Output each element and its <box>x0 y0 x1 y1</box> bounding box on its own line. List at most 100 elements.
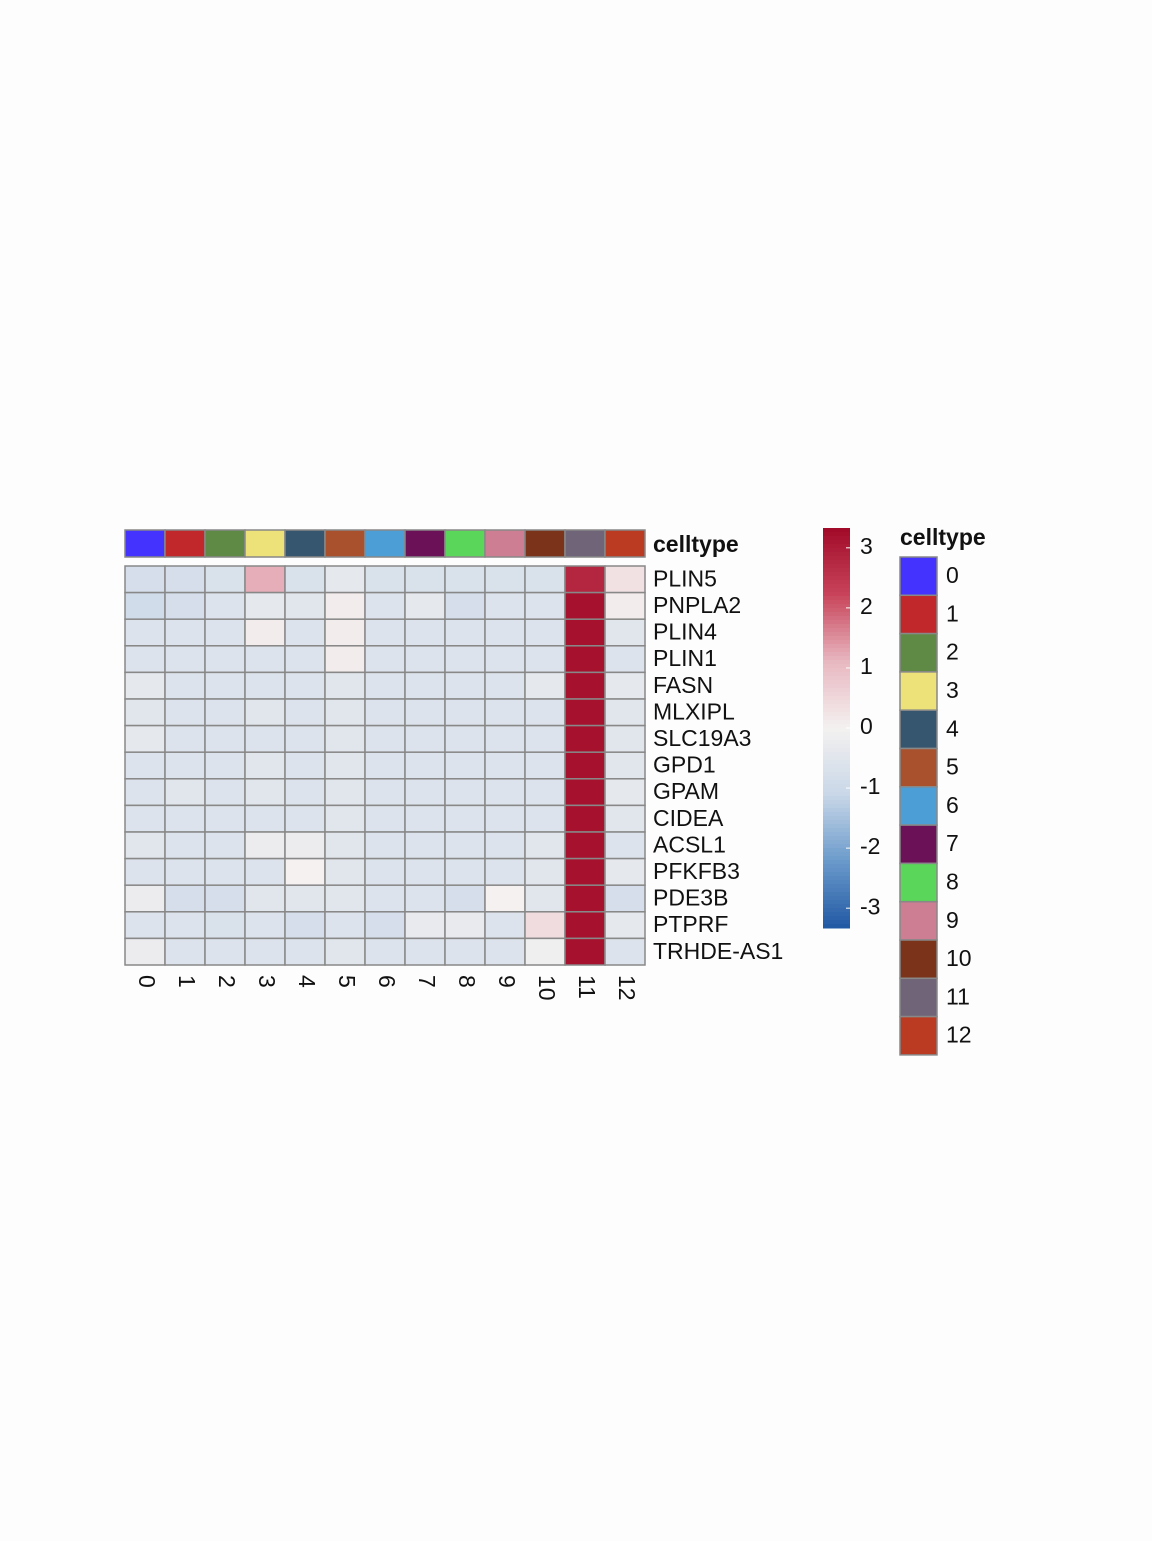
heatmap-cell <box>244 884 286 913</box>
heatmap-cell <box>364 884 406 913</box>
heatmap-cell <box>284 778 326 807</box>
colorbar-segment <box>823 704 850 709</box>
colorbar-segment <box>823 732 850 737</box>
colorbar-segment <box>823 652 850 657</box>
heatmap-cell <box>324 857 366 886</box>
heatmap-cell <box>284 831 326 860</box>
colorbar-segment <box>823 852 850 857</box>
heatmap-cell <box>284 591 326 620</box>
colorbar-segment <box>823 828 850 833</box>
annotation-cell <box>124 529 166 558</box>
colorbar-segment <box>823 728 850 733</box>
heatmap-cell <box>124 724 166 753</box>
heatmap-cell <box>484 591 526 620</box>
heatmap-cell <box>564 831 606 860</box>
heatmap-cell <box>204 565 246 594</box>
heatmap-cell <box>484 724 526 753</box>
heatmap-cell <box>564 804 606 833</box>
colorbar-segment <box>823 916 850 921</box>
heatmap-cell <box>524 565 566 594</box>
colorbar-segment <box>823 624 850 629</box>
colorbar-segment <box>823 836 850 841</box>
heatmap-cell <box>524 618 566 647</box>
heatmap-cell <box>444 698 486 727</box>
heatmap-cell <box>324 911 366 940</box>
heatmap-cell <box>444 937 486 966</box>
heatmap-cell <box>324 831 366 860</box>
legend-swatch <box>899 900 938 941</box>
heatmap-cell <box>404 671 446 700</box>
colorbar-segment <box>823 620 850 625</box>
heatmap-cell <box>444 804 486 833</box>
heatmap-cell <box>604 937 646 966</box>
annotation-cell <box>484 529 526 558</box>
colorbar-segment <box>823 872 850 877</box>
row-label: GPAM <box>653 778 719 804</box>
colorbar-segment <box>823 892 850 897</box>
heatmap-cell <box>124 804 166 833</box>
colorbar-segment <box>823 532 850 537</box>
colorbar-tick-label: -2 <box>860 833 880 859</box>
heatmap-cell <box>364 591 406 620</box>
colorbar-segment <box>823 848 850 853</box>
heatmap-cell <box>604 671 646 700</box>
heatmap-cell <box>204 778 246 807</box>
colorbar-segment <box>823 580 850 585</box>
colorbar-segment <box>823 612 850 617</box>
colorbar-segment <box>823 640 850 645</box>
legend-swatch <box>899 977 938 1018</box>
heatmap-cell <box>604 698 646 727</box>
heatmap-cell <box>164 857 206 886</box>
heatmap-cell <box>404 618 446 647</box>
legend-label: 12 <box>946 1022 972 1048</box>
legend-swatch <box>899 632 938 673</box>
legend-label: 5 <box>946 754 959 780</box>
legend-label: 2 <box>946 639 959 665</box>
heatmap-cell <box>164 698 206 727</box>
heatmap-cell <box>524 698 566 727</box>
heatmap-cell <box>404 698 446 727</box>
colorbar-segment <box>823 660 850 665</box>
heatmap-cell <box>404 591 446 620</box>
colorbar-segment <box>823 888 850 893</box>
annotation-cell <box>204 529 246 558</box>
heatmap-cell <box>324 671 366 700</box>
heatmap-cell <box>484 857 526 886</box>
heatmap-cell <box>244 751 286 780</box>
colorbar-segment <box>823 844 850 849</box>
annotation-cell <box>244 529 286 558</box>
colorbar-segment <box>823 628 850 633</box>
colorbar-segment <box>823 600 850 605</box>
colorbar-segment <box>823 740 850 745</box>
heatmap-cell <box>204 751 246 780</box>
x-tick-label: 2 <box>214 975 240 988</box>
row-label: CIDEA <box>653 805 724 831</box>
colorbar-segment <box>823 748 850 753</box>
colorbar-segment <box>823 876 850 881</box>
heatmap-cell <box>284 724 326 753</box>
legend-swatch <box>899 1015 938 1056</box>
colorbar-segment <box>823 856 850 861</box>
heatmap-cell <box>284 698 326 727</box>
row-label: PDE3B <box>653 885 728 911</box>
heatmap-cell <box>484 804 526 833</box>
row-label: MLXIPL <box>653 698 735 724</box>
annotation-cell <box>524 529 566 558</box>
colorbar-segment <box>823 708 850 713</box>
colorbar-segment <box>823 552 850 557</box>
colorbar-segment <box>823 800 850 805</box>
colorbar-segment <box>823 788 850 793</box>
heatmap-cell <box>564 645 606 674</box>
colorbar-segment <box>823 596 850 601</box>
heatmap-cell <box>364 857 406 886</box>
legend-swatch <box>899 786 938 826</box>
heatmap-cell <box>604 724 646 753</box>
legend-label: 11 <box>946 983 970 1009</box>
colorbar-segment <box>823 812 850 817</box>
heatmap-cell <box>484 698 526 727</box>
heatmap-cell <box>364 937 406 966</box>
heatmap-cell <box>284 565 326 594</box>
colorbar-segment <box>823 868 850 873</box>
colorbar-segment <box>823 632 850 637</box>
